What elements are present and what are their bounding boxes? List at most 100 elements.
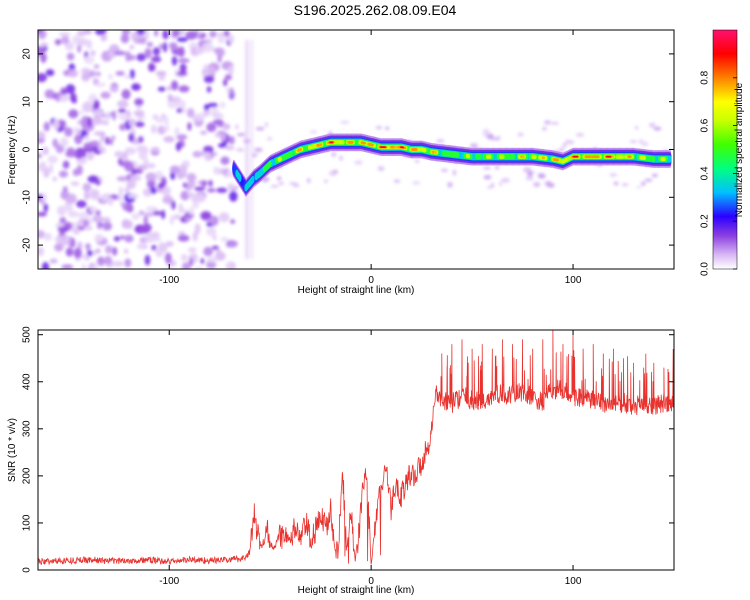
noise-blob bbox=[102, 120, 109, 126]
noise-blob bbox=[129, 44, 135, 50]
noise-blob bbox=[158, 43, 164, 50]
noise-blob bbox=[55, 93, 61, 103]
noise-blob bbox=[127, 183, 134, 190]
ridge-mark bbox=[533, 154, 537, 160]
noise-blob bbox=[96, 71, 101, 77]
speckle bbox=[254, 147, 263, 153]
noise-blob bbox=[195, 47, 205, 55]
ridge-mark bbox=[298, 148, 303, 151]
noise-blob bbox=[203, 246, 214, 257]
bottom-axes: -100 0 100 0 100 200 300 400 500 bbox=[22, 326, 674, 587]
speckle bbox=[470, 143, 479, 149]
noise-blob bbox=[124, 234, 134, 243]
speckle bbox=[565, 139, 570, 144]
noise-blob bbox=[131, 83, 142, 91]
noise-blob bbox=[105, 245, 113, 254]
noise-blob bbox=[82, 101, 93, 113]
noise-blob bbox=[43, 121, 50, 132]
noise-blob bbox=[86, 151, 95, 161]
noise-blob bbox=[206, 86, 212, 93]
noise-blob bbox=[105, 136, 110, 145]
ridge-mark bbox=[544, 156, 548, 161]
noise-blob bbox=[160, 113, 166, 120]
noise-blob bbox=[58, 31, 71, 37]
noise-blob bbox=[70, 181, 80, 186]
speckle bbox=[440, 168, 448, 172]
noise-blob bbox=[186, 172, 197, 182]
ridge-mark bbox=[488, 154, 492, 159]
noise-blob bbox=[103, 112, 113, 120]
noise-blob bbox=[187, 122, 192, 131]
noise-blob bbox=[174, 127, 180, 136]
noise-blob bbox=[200, 258, 205, 264]
noise-blob bbox=[83, 225, 93, 231]
ridge-mark bbox=[610, 155, 614, 159]
noise-blob bbox=[155, 117, 166, 124]
noise-blob bbox=[192, 231, 198, 242]
noise-blob bbox=[180, 254, 188, 262]
noise-blob bbox=[108, 73, 113, 80]
ridge-mark bbox=[662, 156, 666, 162]
noise-blob bbox=[83, 55, 95, 65]
noise-blob bbox=[93, 99, 100, 110]
noise-blob bbox=[52, 138, 58, 148]
noise-blob bbox=[178, 46, 185, 58]
noise-blob bbox=[227, 65, 234, 76]
noise-blob bbox=[178, 203, 184, 213]
noise-blob bbox=[166, 85, 172, 91]
noise-blob bbox=[129, 69, 135, 79]
noise-blob bbox=[127, 193, 140, 199]
noise-blob bbox=[90, 265, 99, 269]
ridge-mark bbox=[478, 153, 483, 160]
noise-blob bbox=[109, 85, 119, 93]
speckle bbox=[267, 136, 273, 141]
speckle bbox=[293, 183, 300, 188]
noise-blob bbox=[62, 160, 70, 169]
speckle bbox=[640, 181, 646, 186]
noise-blob bbox=[133, 110, 145, 117]
ridge-mark bbox=[414, 148, 418, 151]
noise-blob bbox=[38, 229, 45, 239]
noise-blob bbox=[227, 34, 235, 44]
noise-blob bbox=[81, 263, 87, 269]
y-tick-label: -20 bbox=[22, 237, 33, 252]
noise-blob bbox=[57, 226, 70, 233]
speckle bbox=[354, 160, 363, 165]
y-tick-label: -10 bbox=[22, 190, 33, 205]
noise-blob bbox=[89, 206, 98, 213]
speckle bbox=[527, 171, 533, 177]
noise-blob bbox=[91, 250, 97, 255]
noise-blob bbox=[93, 64, 100, 69]
speckle bbox=[309, 130, 318, 134]
noise-blob bbox=[115, 70, 125, 76]
noise-blob bbox=[124, 161, 134, 172]
noise-blob bbox=[83, 30, 92, 35]
snr-series-line bbox=[38, 330, 674, 566]
noise-blob bbox=[81, 72, 91, 82]
speckle bbox=[482, 129, 490, 134]
noise-blob bbox=[118, 186, 124, 197]
noise-blob bbox=[112, 261, 124, 267]
streak bbox=[246, 40, 249, 259]
noise-blob bbox=[164, 252, 172, 264]
noise-blob bbox=[104, 255, 112, 265]
speckle bbox=[235, 185, 240, 189]
speckle bbox=[544, 180, 552, 187]
noise-blob bbox=[146, 178, 156, 189]
speckle bbox=[636, 185, 642, 189]
ridge-mark bbox=[490, 153, 494, 160]
noise-blob bbox=[41, 262, 50, 269]
noise-blob bbox=[138, 136, 144, 144]
speckle bbox=[331, 151, 337, 157]
ridge-mark bbox=[278, 156, 282, 162]
noise-blob bbox=[170, 80, 179, 91]
streak bbox=[244, 40, 247, 259]
noise-blob bbox=[38, 73, 48, 83]
ridge-mark bbox=[238, 174, 242, 182]
speckle bbox=[644, 178, 653, 182]
noise-blob bbox=[49, 258, 58, 264]
speckle bbox=[340, 121, 350, 124]
noise-blob bbox=[120, 33, 130, 44]
speckle bbox=[306, 178, 311, 184]
noise-blob bbox=[40, 42, 48, 48]
